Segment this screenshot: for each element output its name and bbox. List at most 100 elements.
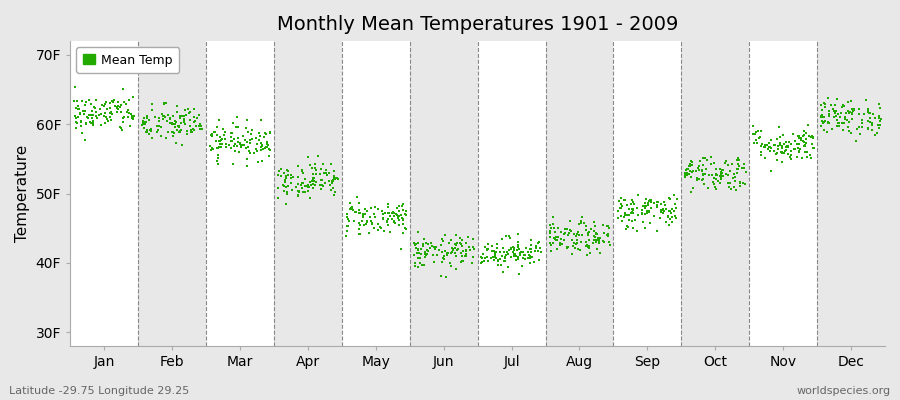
Point — [382, 210, 397, 217]
Point — [859, 96, 873, 103]
Point — [111, 106, 125, 112]
Point — [724, 186, 738, 192]
Point — [173, 129, 187, 135]
Point — [600, 233, 615, 239]
Point — [769, 150, 783, 157]
Point — [696, 176, 710, 182]
Point — [203, 147, 218, 154]
Point — [525, 254, 539, 260]
Point — [436, 255, 450, 261]
Point — [527, 248, 542, 254]
Point — [750, 140, 764, 146]
Point — [396, 206, 410, 213]
Point — [582, 243, 597, 249]
Point — [270, 172, 284, 179]
Point — [345, 206, 359, 212]
Point — [74, 118, 88, 124]
Point — [232, 149, 247, 155]
Point — [302, 184, 316, 190]
Point — [654, 207, 669, 213]
Point — [520, 255, 535, 262]
Point — [841, 98, 855, 105]
Point — [408, 260, 422, 266]
Point — [251, 158, 266, 165]
Point — [665, 218, 680, 225]
Point — [454, 240, 468, 247]
Point — [301, 154, 315, 160]
Point — [580, 252, 594, 258]
Point — [459, 253, 473, 260]
Point — [412, 250, 427, 256]
Point — [241, 144, 256, 150]
Point — [573, 239, 588, 245]
Point — [481, 246, 495, 252]
Point — [159, 135, 174, 142]
Point — [72, 106, 86, 112]
Point — [230, 139, 245, 145]
Point — [278, 176, 293, 183]
Point — [566, 242, 580, 249]
Point — [873, 122, 887, 128]
Point — [292, 193, 306, 200]
Point — [230, 142, 244, 149]
Point — [449, 232, 464, 238]
Point — [450, 246, 464, 253]
Point — [575, 214, 590, 220]
Point — [573, 247, 588, 254]
Point — [364, 218, 378, 224]
Point — [523, 255, 537, 261]
Point — [455, 258, 470, 264]
Point — [626, 225, 640, 232]
Point — [310, 171, 324, 177]
Point — [503, 245, 517, 252]
Point — [654, 209, 669, 216]
Point — [497, 258, 511, 264]
Point — [617, 197, 632, 203]
Point — [376, 211, 391, 217]
Point — [835, 127, 850, 134]
Point — [482, 258, 496, 264]
Point — [446, 247, 461, 253]
Point — [689, 175, 704, 181]
Point — [768, 142, 782, 148]
Point — [484, 255, 499, 262]
Point — [530, 240, 544, 246]
Point — [410, 254, 425, 261]
Point — [706, 178, 721, 185]
Point — [166, 113, 180, 119]
Point — [704, 154, 718, 160]
Point — [511, 254, 526, 260]
Point — [728, 174, 742, 180]
Point — [454, 258, 469, 264]
Point — [326, 185, 340, 191]
Point — [144, 126, 158, 132]
Point — [303, 179, 318, 186]
Point — [695, 168, 709, 175]
Point — [396, 207, 410, 213]
Point — [103, 104, 117, 111]
Point — [180, 128, 194, 134]
Point — [188, 118, 202, 124]
Point — [226, 120, 240, 126]
Point — [103, 110, 117, 116]
Point — [278, 179, 293, 185]
Point — [383, 213, 398, 220]
Point — [292, 189, 307, 195]
Point — [545, 221, 560, 228]
Point — [786, 130, 800, 137]
Point — [518, 256, 532, 262]
Point — [225, 138, 239, 144]
Point — [142, 131, 157, 137]
Point — [686, 168, 700, 175]
Point — [389, 211, 403, 217]
Point — [322, 170, 337, 176]
Point — [114, 127, 129, 133]
Point — [582, 237, 597, 243]
Point — [183, 109, 197, 115]
Point — [410, 264, 425, 270]
Point — [738, 168, 752, 175]
Point — [459, 250, 473, 257]
Point — [240, 156, 255, 162]
Point — [85, 112, 99, 119]
Point — [873, 105, 887, 112]
